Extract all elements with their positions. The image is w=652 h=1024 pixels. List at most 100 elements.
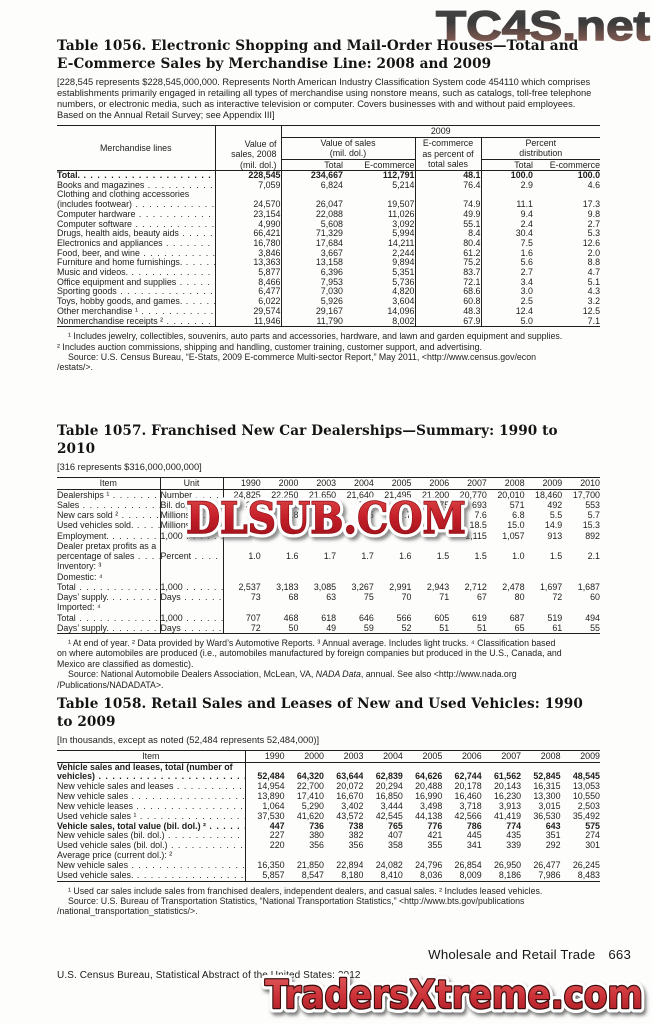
data-cell: 646: [358, 612, 374, 623]
data-cell: 435: [506, 831, 522, 841]
table-row: Food, beer, and wine . . . . . . . . . .…: [57, 248, 600, 259]
data-cell: 13,300: [533, 792, 561, 802]
data-cell: [298, 572, 336, 582]
row-label: Domestic: ⁴: [57, 571, 161, 582]
table-1056-headnote: [228,545 represents $228,545,000,000. Re…: [57, 77, 600, 121]
data-cell: 3,183: [276, 581, 299, 592]
data-cell: [411, 561, 449, 571]
col-item: Item: [57, 750, 246, 763]
data-cell: 16,780: [215, 238, 282, 249]
row-label: Electronics and appliances . . . . . . .…: [57, 238, 216, 249]
data-cell: 2.5: [520, 297, 533, 307]
data-cell: 22,250: [271, 489, 299, 500]
data-cell: 20,294: [375, 782, 403, 792]
row-label: Computer software . . . . . . . . . . . …: [57, 219, 216, 230]
data-cell: 571: [509, 499, 525, 510]
col-year-2007: 2007: [449, 477, 487, 490]
row-label: Used vehicles sold. . . . . . . . . . . …: [57, 520, 161, 531]
data-cell: 17,410: [296, 792, 324, 802]
row-label: Used vehicle sales (bil. dol.) . . . . .…: [57, 841, 246, 852]
row-label: Total . . . . . . . . . . . . . . . . . …: [57, 612, 161, 623]
data-cell: 9.8: [587, 209, 601, 219]
data-cell: 1.0: [248, 551, 261, 561]
data-cell: 5.5: [549, 510, 563, 520]
data-cell: 100.0: [510, 170, 533, 180]
data-cell: 5.6: [520, 258, 533, 268]
data-cell: 1.0: [512, 551, 525, 561]
data-cell: [261, 572, 299, 582]
table-1058-headnote: [In thousands, except as noted (52,484 r…: [57, 735, 600, 746]
data-cell: 70: [401, 592, 412, 602]
data-cell: 5.1: [587, 277, 601, 287]
data-cell: 774: [506, 821, 522, 831]
data-cell: 72: [552, 592, 563, 602]
data-cell: [403, 762, 442, 772]
table-1057-body: Dealerships ¹ . . . . . . . . . . . . . …: [57, 489, 600, 634]
data-cell: 30.4: [515, 229, 533, 239]
data-cell: 14,211: [388, 238, 415, 248]
data-cell: 7,986: [538, 870, 561, 880]
row-label: Other merchandise ¹ . . . . . . . . . . …: [57, 306, 216, 317]
data-cell: 650: [283, 499, 299, 510]
table-1056-title: Table 1056. Electronic Shopping and Mail…: [57, 38, 600, 73]
data-cell: 15.3: [582, 520, 600, 531]
data-cell: 292: [545, 841, 561, 851]
col-year-2010: 2010: [562, 477, 600, 490]
data-cell: 12.6: [582, 238, 601, 248]
table-row: Other merchandise ¹ . . . . . . . . . . …: [57, 306, 600, 317]
table-row: Total . . . . . . . . . . . . . . . . . …: [57, 612, 600, 623]
table-row: Clothing and clothing accessories: [57, 190, 600, 201]
data-cell: [449, 541, 487, 551]
row-unit: [160, 561, 224, 572]
data-cell: 605: [434, 612, 450, 623]
section-title: Wholesale and Retail Trade: [428, 947, 596, 962]
table-row: Average price (current dol.): ²: [57, 851, 600, 861]
data-cell: [411, 541, 449, 551]
data-cell: [336, 561, 374, 571]
col-year-2005: 2005: [402, 750, 443, 763]
row-label: Employment. . . . . . . . . . . . . . . …: [57, 530, 161, 541]
table-row: Total. . . . . . . . . . . . . . . . . .…: [57, 170, 600, 181]
data-cell: 65: [514, 622, 525, 633]
data-cell: 62,839: [375, 772, 403, 782]
row-label: Vehicle sales, total value (bil. dol.) ²…: [57, 821, 246, 832]
data-cell: 36,530: [533, 811, 561, 821]
data-cell: [411, 520, 449, 530]
table-1058-title: Table 1058. Retail Sales and Leases of N…: [57, 696, 583, 730]
data-cell: 234,667: [310, 170, 343, 180]
data-cell: [336, 541, 374, 551]
data-cell: 7,030: [320, 287, 343, 297]
data-cell: [374, 602, 412, 612]
row-unit: Bil. dol. . . . . . . . . . . . . . . . …: [160, 499, 224, 510]
data-cell: 8,466: [215, 277, 282, 288]
data-cell: 42,566: [454, 811, 482, 821]
footnote-line: Mexico are classified as domestic).: [57, 658, 194, 669]
data-cell: [285, 762, 324, 772]
table-row: Total . . . . . . . . . . . . . . . . . …: [57, 581, 600, 592]
row-label: Imported: ⁴: [57, 602, 161, 613]
data-cell: 3,402: [341, 801, 364, 811]
data-cell: [411, 531, 449, 541]
data-cell: 11,790: [316, 316, 344, 326]
row-unit: Number . . . . . . . . . . . . . . . . .…: [160, 489, 224, 500]
data-cell: 407: [388, 831, 403, 841]
col-total-distribution: Total: [481, 159, 533, 171]
data-cell: 6.8: [512, 510, 525, 520]
col-group-percent-distribution: Percent distribution: [481, 137, 601, 160]
data-cell: [245, 851, 284, 861]
data-cell: 2.9: [520, 180, 533, 190]
data-cell: 1.6: [520, 248, 533, 258]
data-cell: [374, 572, 412, 582]
data-cell: 519: [547, 612, 563, 623]
table-1056-title-line1: Table 1056. Electronic Shopping and Mail…: [57, 38, 579, 54]
data-cell: 52: [401, 622, 412, 633]
data-cell: 63: [326, 592, 337, 602]
page-number: 663: [608, 947, 631, 962]
data-cell: 8,180: [341, 870, 364, 880]
data-cell: 29,167: [315, 306, 343, 316]
col-year-1990: 1990: [245, 750, 285, 763]
table-row: Used vehicles sold. . . . . . . . . . . …: [57, 520, 600, 531]
data-cell: [403, 851, 442, 861]
col-year-2009: 2009: [524, 477, 563, 490]
